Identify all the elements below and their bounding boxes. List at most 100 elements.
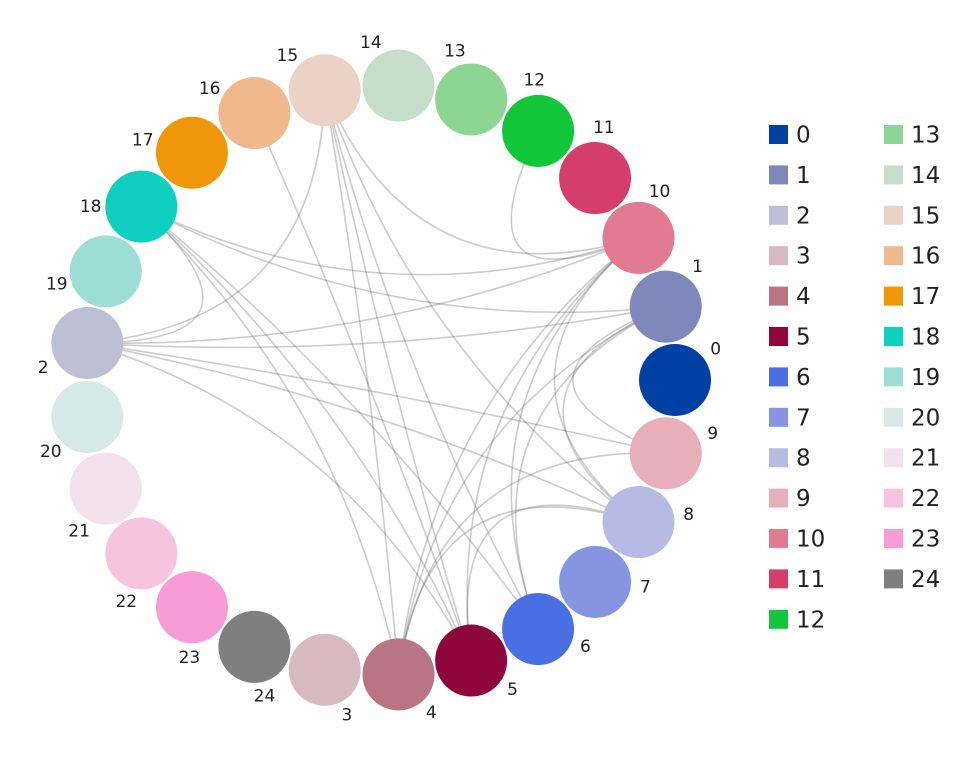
legend-label: 2 [796, 203, 811, 229]
edge [397, 452, 666, 675]
edge [87, 237, 639, 345]
node-label: 5 [507, 680, 518, 700]
legend-label: 11 [796, 567, 825, 593]
edge [87, 342, 666, 455]
edge [323, 89, 639, 523]
legend-label: 24 [911, 567, 940, 593]
node [288, 54, 361, 127]
legend-swatch [769, 407, 788, 427]
node-label: 17 [132, 131, 154, 151]
legend-label: 23 [911, 527, 940, 553]
edge [397, 305, 667, 675]
legend-swatch [769, 327, 788, 346]
legend-label: 15 [911, 203, 940, 229]
legend-swatch [884, 246, 903, 266]
node [362, 638, 435, 711]
edge [572, 305, 667, 455]
node [502, 593, 575, 666]
edge [140, 205, 639, 276]
legend-label: 14 [911, 163, 940, 189]
node-label: 24 [254, 687, 276, 707]
node [288, 633, 361, 706]
legend-label: 10 [796, 527, 825, 553]
node-label: 20 [40, 442, 62, 462]
legend-label: 18 [911, 325, 940, 351]
legend-label: 21 [911, 446, 940, 472]
edge [323, 90, 400, 675]
legend-swatch [884, 407, 903, 427]
node-label: 0 [710, 340, 721, 360]
legend-swatch [769, 529, 788, 548]
edge [87, 305, 666, 349]
legend-swatch [884, 205, 903, 225]
edge [514, 305, 667, 630]
legend-swatch [884, 367, 903, 387]
node-label: 9 [707, 424, 718, 444]
legend-label: 17 [911, 284, 940, 310]
node-label: 14 [360, 33, 382, 53]
legend-label: 9 [796, 486, 811, 512]
node-label: 22 [115, 592, 137, 612]
edge [140, 206, 472, 661]
legend-swatch [884, 448, 903, 468]
legend-swatch [769, 448, 788, 468]
legend-label: 19 [911, 365, 940, 391]
edge [87, 206, 204, 344]
legend-swatch [769, 569, 788, 589]
edge [87, 342, 639, 523]
legend-swatch [769, 488, 788, 508]
node [502, 94, 575, 167]
edge [87, 342, 472, 661]
edges [87, 89, 667, 675]
edge [466, 504, 639, 661]
legend-swatch [769, 165, 788, 185]
node [435, 63, 508, 136]
legend-swatch [769, 367, 788, 387]
legend-label: 12 [796, 607, 825, 633]
legend-label: 0 [796, 123, 811, 149]
node [69, 235, 142, 308]
legend-label: 20 [911, 405, 940, 431]
nodes: 0 1 10 11 12 13 14 15 16 17 18 19 2 20 21 22 23 24 3 4 5 6 7 8 9 [38, 33, 721, 725]
node-label: 18 [80, 197, 102, 217]
node [362, 49, 435, 122]
node-label: 15 [277, 46, 299, 66]
node [602, 486, 675, 559]
node-label: 12 [523, 70, 545, 90]
node [155, 116, 228, 189]
edge [510, 237, 640, 630]
node-label: 13 [444, 41, 466, 61]
legend-swatch [769, 205, 788, 225]
node-label: 4 [426, 703, 437, 723]
legend-label: 16 [911, 244, 940, 270]
edge [466, 237, 640, 661]
node [218, 610, 291, 683]
node-label: 21 [68, 522, 90, 542]
edge [397, 237, 640, 675]
edge [323, 89, 639, 255]
node [155, 571, 228, 644]
node [105, 170, 178, 243]
legend-label: 6 [796, 365, 811, 391]
node [69, 452, 142, 525]
edge [140, 206, 400, 675]
node-label: 7 [640, 578, 651, 598]
edge [87, 90, 326, 344]
legend-swatch [769, 286, 788, 306]
node [639, 344, 711, 416]
legend-label: 3 [796, 244, 811, 270]
edge [562, 305, 667, 523]
legend-label: 1 [796, 163, 811, 189]
node-label: 16 [199, 79, 221, 99]
legend-label: 7 [796, 405, 811, 431]
node [51, 380, 124, 453]
node [629, 417, 702, 490]
legend-label: 13 [911, 123, 940, 149]
node-label: 10 [649, 182, 671, 202]
node [435, 624, 508, 697]
legend-swatch [769, 609, 788, 629]
edge [553, 237, 640, 523]
edge [140, 205, 539, 630]
